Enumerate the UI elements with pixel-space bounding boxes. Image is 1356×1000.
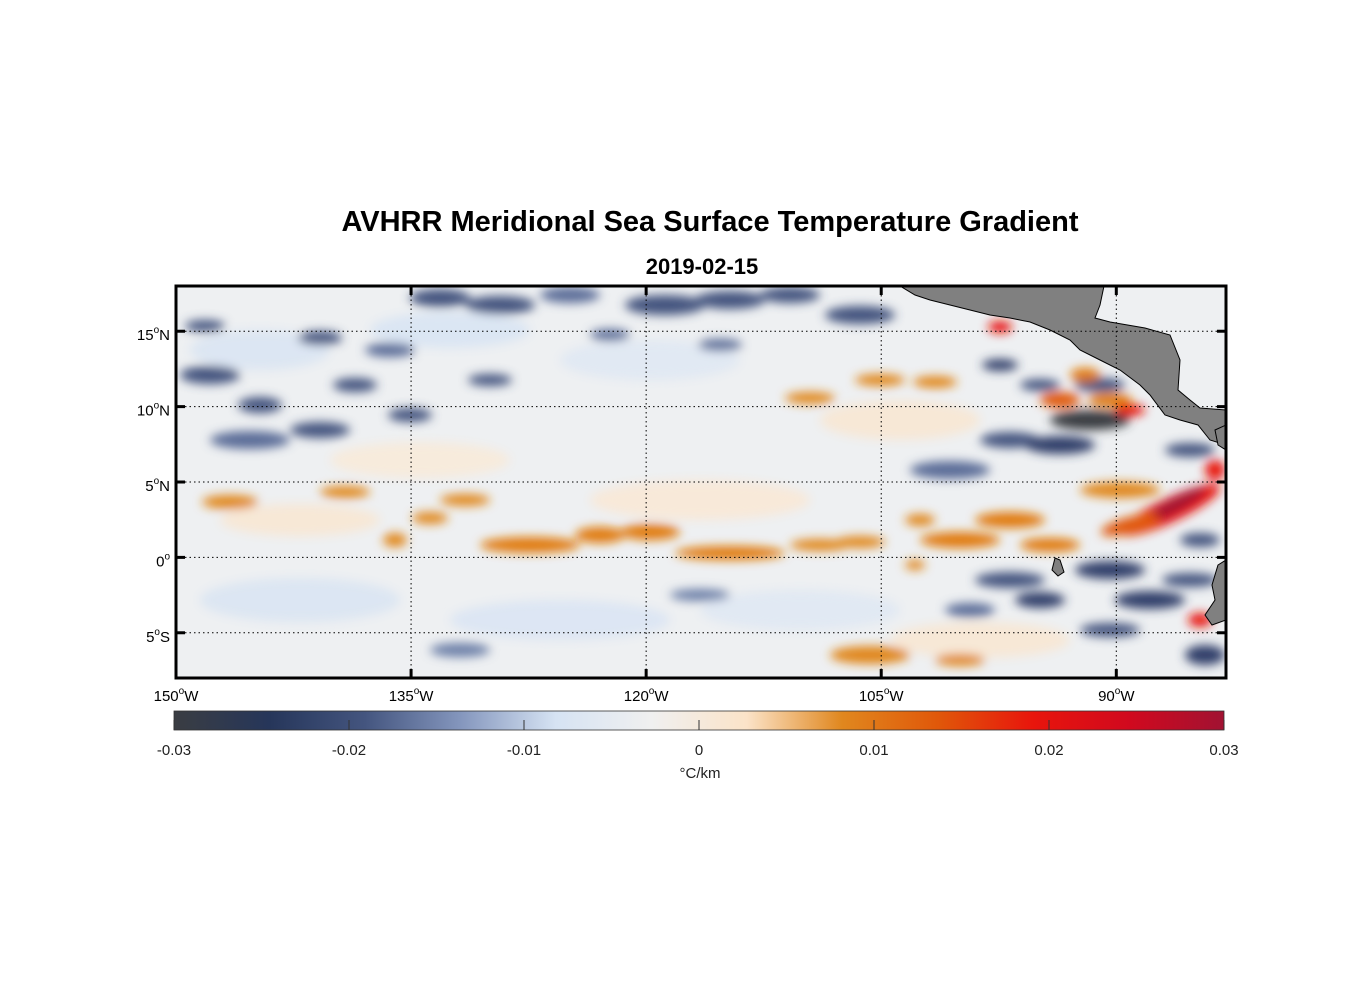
lon-tick-number: 90 [1098,688,1115,705]
lat-tick-label: 15oN [137,325,170,344]
degree-symbol: o [1115,686,1121,697]
degree-symbol: o [154,325,160,336]
lon-tick-label: 150oW [154,686,200,705]
lat-hemisphere: S [160,629,170,646]
degree-symbol: o [164,551,170,562]
degree-symbol: o [414,686,420,697]
lat-hemisphere: N [159,403,170,420]
lat-tick-label: 5oS [146,627,170,646]
colorbar-tick-label: -0.02 [332,742,366,759]
lat-tick-number: 10 [137,403,154,420]
degree-symbol: o [154,401,160,412]
lon-tick-number: 135 [389,688,414,705]
degree-symbol: o [649,686,655,697]
lon-hemisphere: W [184,688,199,705]
land [899,286,1226,626]
lon-tick-label: 105oW [859,686,905,705]
lon-hemisphere: W [1120,688,1135,705]
colorbar-tick-label: 0.02 [1034,742,1063,759]
colorbar-tick-label: 0 [695,742,703,759]
map-area [176,286,1226,678]
degree-symbol: o [154,627,160,638]
lat-tick-number: 0 [156,553,164,570]
lon-hemisphere: W [654,688,669,705]
lat-tick-number: 15 [137,327,154,344]
degree-symbol: o [179,686,185,697]
lon-tick-number: 150 [154,688,179,705]
lon-hemisphere: W [419,688,434,705]
colorbar-tick-label: 0.03 [1209,742,1238,759]
longitude-labels: 150oW 135oW 120oW 105oW 90oW [154,686,1136,705]
colorbar-tick-label: -0.01 [507,742,541,759]
colorbar-ticks: -0.03 -0.02 -0.01 0 0.01 0.02 0.03 [157,720,1239,759]
lon-tick-label: 90oW [1098,686,1135,705]
lon-tick-label: 135oW [389,686,435,705]
lat-tick-number: 5 [145,478,153,495]
lat-tick-label: 10oN [137,401,170,420]
lat-hemisphere: N [159,327,170,344]
degree-symbol: o [154,476,160,487]
degree-symbol: o [884,686,890,697]
frame-ticks [174,286,1226,678]
lat-hemisphere: N [159,478,170,495]
lon-tick-number: 120 [624,688,649,705]
lon-tick-label: 120oW [624,686,670,705]
lat-tick-number: 5 [146,629,154,646]
gradient-field [180,287,1225,666]
lat-tick-label: 0o [156,551,170,570]
chart-title: AVHRR Meridional Sea Surface Temperature… [341,206,1079,238]
colorbar-tick-label: -0.03 [157,742,191,759]
lon-hemisphere: W [889,688,904,705]
colorbar-tick-label: 0.01 [859,742,888,759]
lat-tick-label: 5oN [145,476,170,495]
colorbar-label: °C/km [680,765,721,782]
chart-subtitle: 2019-02-15 [645,254,759,279]
lon-tick-number: 105 [859,688,884,705]
